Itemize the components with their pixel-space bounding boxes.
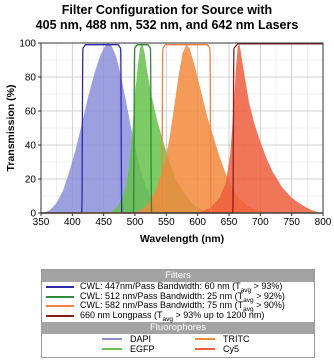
fluorophore-area-tritc (135, 44, 273, 214)
legend-filter-item-3: CWL: 582 nm/Pass Bandwidth: 75 nm (Tavg … (42, 300, 314, 313)
x-tick-label: 650 (221, 217, 238, 228)
legend-fluorophores-heading: Fluorophores (42, 322, 314, 334)
filter-curve-4 (41, 43, 323, 214)
y-tick-label: 60 (25, 107, 37, 118)
y-tick-label: 100 (19, 39, 36, 50)
legend-fluorophore-swatch (102, 338, 122, 340)
legend-fluorophore-swatch (102, 348, 122, 350)
plot-frame (40, 42, 324, 214)
legend-fluorophore-label: EGFP (130, 344, 155, 354)
x-tick-label: 400 (64, 217, 81, 228)
legend-filter-label: CWL: 582 nm/Pass Bandwidth: 75 nm (Tavg … (80, 300, 285, 313)
legend-fluorophore-swatch (195, 338, 215, 340)
chart-title-line-1: Filter Configuration for Source with (61, 3, 273, 17)
filter-curve-2 (41, 44, 323, 214)
legend-filter-label: CWL: 512 nm/Pass Bandwidth: 25 nm (Tavg … (80, 290, 285, 304)
legend-filter-rows: CWL: 447nm/Pass Bandwidth: 60 nm (Tavg >… (42, 281, 314, 323)
legend-filters-heading: Filters (42, 270, 314, 282)
x-tick-label: 800 (315, 217, 332, 228)
legend-fluorophore-swatch (195, 348, 215, 350)
legend-filter-swatch (46, 286, 74, 288)
x-tick-label: 450 (95, 217, 112, 228)
x-tick-label: 700 (252, 217, 269, 228)
y-tick-label: 0 (30, 209, 36, 220)
x-axis-label: Wavelength (nm) (140, 233, 224, 245)
legend-fluorophore-label: Cy5 (223, 344, 240, 354)
legend-filter-label: 660 nm Longpass (Tavg > 93% up to 1200 n… (80, 309, 265, 323)
legend-fluorophore-label: DAPI (130, 334, 152, 344)
legend-filter-swatch (46, 305, 74, 307)
legend-filter-swatch (46, 295, 74, 298)
legend-filter-swatch (46, 314, 74, 317)
y-tick-label: 80 (25, 73, 37, 84)
filter-curve-1 (41, 44, 323, 214)
x-tick-label: 600 (189, 217, 206, 228)
legend-fluorophore-label: TRITC (223, 334, 250, 344)
filter-curve-3 (41, 44, 323, 214)
legend-filter-item-1: CWL: 447nm/Pass Bandwidth: 60 nm (Tavg >… (42, 281, 314, 294)
x-tick-label: 350 (33, 217, 50, 228)
chart-title-line-2: 405 nm, 488 nm, 532 nm, and 642 nm Laser… (35, 18, 299, 32)
x-tick-label: 550 (158, 217, 175, 228)
legend-filter-label: CWL: 447nm/Pass Bandwidth: 60 nm (Tavg >… (80, 281, 283, 294)
legend-filter-item-2: CWL: 512 nm/Pass Bandwidth: 25 nm (Tavg … (42, 290, 314, 304)
legend-fluorophore-grid: DAPI EGFP TRITC Cy5 (42, 334, 314, 354)
y-axis-label: Transmission (%) (5, 85, 17, 172)
fluorophore-area-cy5 (197, 44, 320, 214)
x-tick-label: 750 (283, 217, 300, 228)
chart-legend: Filters CWL: 447nm/Pass Bandwidth: 60 nm… (41, 269, 315, 358)
legend-filter-item-4: 660 nm Longpass (Tavg > 93% up to 1200 n… (42, 309, 314, 323)
x-tick-label: 500 (127, 217, 144, 228)
y-tick-label: 20 (25, 175, 37, 186)
transmission-chart: 350 400 450 500 550 600 650 700 750 800 0 20 40 60 80 1… (5, 39, 332, 246)
fluorophore-area-egfp (109, 43, 211, 213)
y-tick-label: 40 (25, 141, 37, 152)
